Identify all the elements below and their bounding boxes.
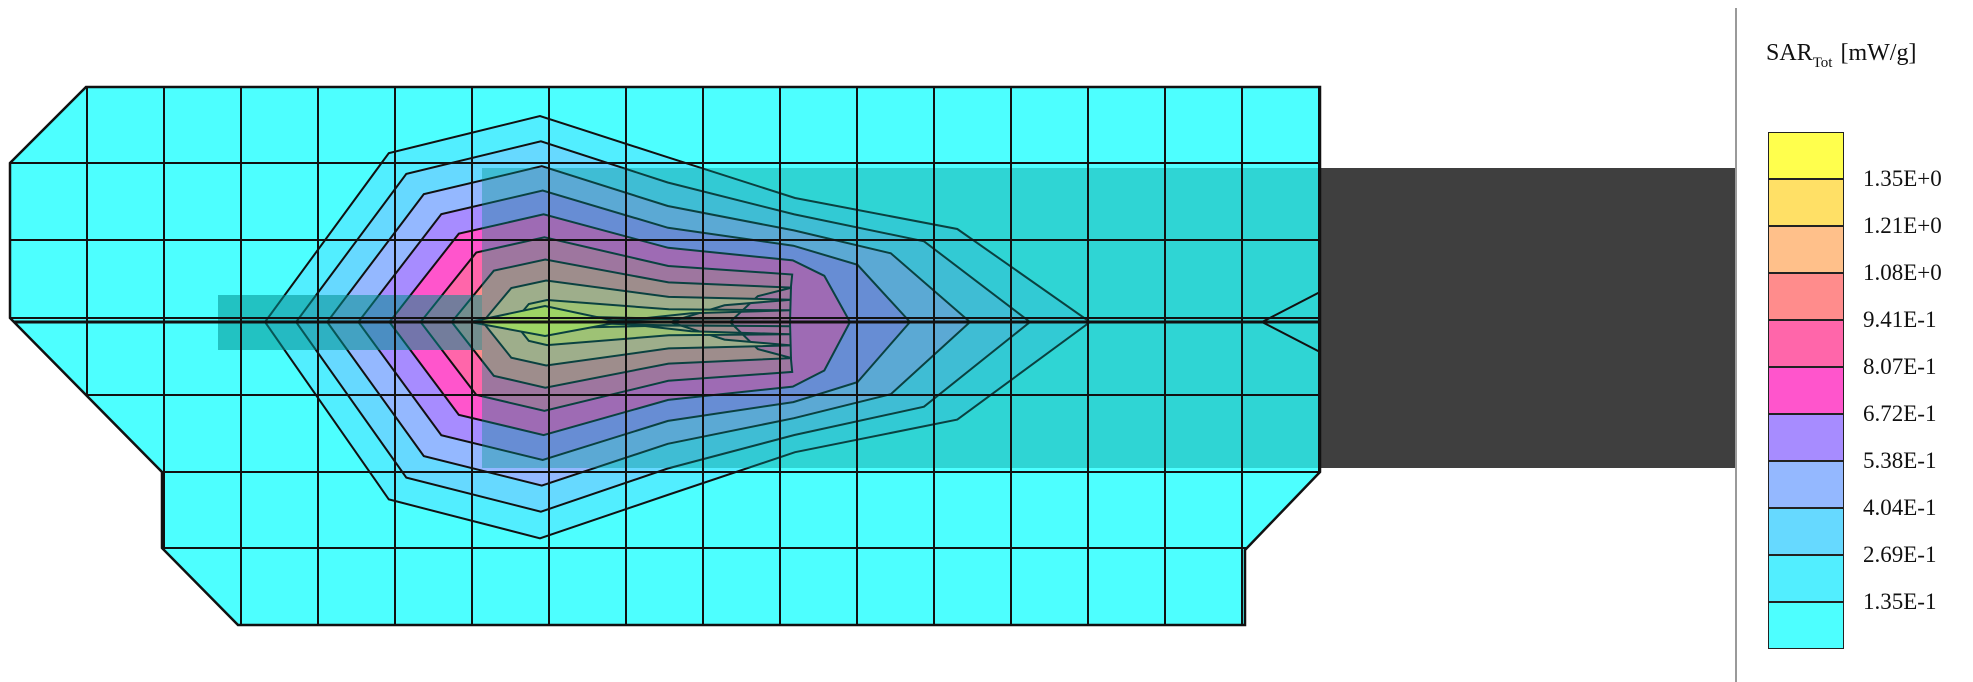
colorbar-swatch bbox=[1768, 273, 1844, 320]
colorbar-tick-label: 1.35E+0 bbox=[1863, 166, 1942, 191]
colorbar-tick-label: 1.21E+0 bbox=[1863, 213, 1942, 238]
legend-divider bbox=[1735, 8, 1737, 682]
legend-quantity: SAR bbox=[1766, 40, 1813, 66]
colorbar-tick-label: 9.41E-1 bbox=[1863, 307, 1937, 332]
sar-contour-bands bbox=[263, 114, 1092, 540]
colorbar-swatch bbox=[1768, 461, 1844, 508]
legend-unit: [mW/g] bbox=[1840, 40, 1917, 66]
sar-distribution-plot bbox=[8, 85, 1735, 627]
sar-region-outline bbox=[8, 85, 1322, 627]
colorbar-tick-label: 1.35E-1 bbox=[1863, 589, 1937, 614]
colorbar-swatch bbox=[1768, 414, 1844, 461]
colorbar-swatch bbox=[1768, 179, 1844, 226]
colorbar-tick-label: 5.38E-1 bbox=[1863, 448, 1937, 473]
ground-plane-strip bbox=[1315, 168, 1735, 468]
colorbar-swatch bbox=[1768, 320, 1844, 367]
colorbar-tick-label: 1.08E+0 bbox=[1863, 260, 1942, 285]
colorbar-swatch bbox=[1768, 555, 1844, 602]
legend-title: SARTot [mW/g] bbox=[1766, 40, 1916, 72]
colorbar-swatch bbox=[1768, 602, 1844, 649]
measurement-grid bbox=[10, 87, 1320, 625]
color-legend: SARTot [mW/g] 1.35E+0 1.21E+0 1.08E+0 9.41E-… bbox=[1738, 0, 1973, 682]
colorbar-swatch bbox=[1768, 226, 1844, 273]
edge-notch bbox=[1259, 291, 1320, 353]
colorbar-swatch bbox=[1768, 367, 1844, 414]
legend-subscript: Tot bbox=[1812, 55, 1833, 71]
colorbar-tick-label: 8.07E-1 bbox=[1863, 354, 1937, 379]
colorbar-tick-label: 6.72E-1 bbox=[1863, 401, 1937, 426]
colorbar-swatch bbox=[1768, 132, 1844, 179]
colorbar-tick-label: 4.04E-1 bbox=[1863, 495, 1937, 520]
colorbar-swatch bbox=[1768, 508, 1844, 555]
colorbar-tick-label: 2.69E-1 bbox=[1863, 542, 1937, 567]
